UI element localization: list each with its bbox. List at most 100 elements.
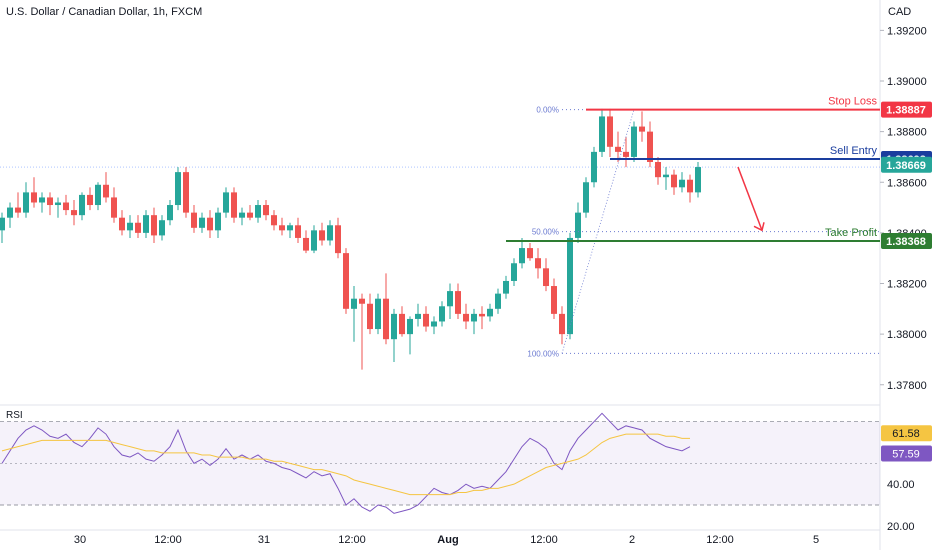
candle-body	[271, 215, 277, 226]
rsi-value-label: 57.59	[892, 449, 920, 461]
candle-body	[255, 205, 261, 218]
candle-body	[663, 174, 669, 178]
rsi-tick-label: 40.00	[887, 479, 915, 491]
candle-body	[319, 230, 325, 241]
candle-body	[607, 116, 613, 147]
candle-body	[383, 298, 389, 340]
candle-body	[47, 197, 53, 206]
candle-body	[167, 205, 173, 221]
candle-body	[351, 298, 357, 309]
candle-body	[567, 237, 573, 335]
candle-body	[511, 263, 517, 281]
candle-body	[71, 210, 77, 216]
projection-arrow-icon	[737, 166, 763, 231]
fib-trend-line	[561, 109, 635, 354]
rsi-line	[1, 412, 691, 514]
price-tick-label: 1.38800	[887, 127, 927, 139]
candle-body	[503, 280, 509, 294]
time-tick-label: Aug	[437, 534, 458, 546]
candle-body	[175, 172, 181, 206]
time-tick-label: 12:00	[530, 534, 558, 546]
candle-body	[103, 184, 109, 198]
candle-body	[527, 248, 533, 259]
candle-body	[55, 202, 61, 206]
price-tag-label: 1.38887	[886, 105, 926, 117]
rsi-value-label: 61.58	[892, 428, 920, 440]
candle-body	[31, 192, 37, 203]
rsi-panel	[0, 412, 880, 514]
candle-body	[127, 222, 133, 231]
candle-body	[447, 291, 453, 307]
candle-body	[623, 151, 629, 157]
candle-body	[79, 194, 85, 216]
time-tick-label: 2	[629, 534, 635, 546]
candle-body	[687, 179, 693, 193]
trade-level-name: Take Profit	[825, 227, 877, 239]
candle-body	[215, 212, 221, 231]
candle-body	[391, 313, 397, 340]
candle-body	[95, 184, 101, 206]
candle-body	[631, 126, 637, 157]
candle-body	[263, 205, 269, 216]
rsi-ma-line	[1, 433, 690, 496]
candle-body	[431, 321, 437, 327]
rsi-title: RSI	[6, 410, 23, 421]
time-tick-label: 12:00	[154, 534, 182, 546]
candle-body	[655, 162, 661, 178]
candle-body	[439, 306, 445, 322]
candle-body	[615, 146, 621, 152]
candle-body	[647, 131, 653, 162]
price-tick-label: 1.38200	[887, 279, 927, 291]
time-tick-label: 12:00	[338, 534, 366, 546]
candle-body	[39, 197, 45, 203]
candle-body	[119, 217, 125, 231]
trade-level-name: Stop Loss	[828, 96, 877, 108]
arrow-head-icon	[753, 222, 765, 232]
candle-body	[63, 202, 69, 211]
candle-body	[407, 318, 413, 335]
price-tag	[881, 101, 932, 118]
candle-body	[375, 298, 381, 330]
candle-body	[0, 217, 5, 231]
price-tag-label: 1.38368	[886, 236, 926, 248]
candle-body	[367, 303, 373, 330]
fib-level-label: 100.00%	[527, 349, 559, 358]
candle-body	[543, 268, 549, 287]
candle-body	[343, 253, 349, 309]
candle-body	[207, 217, 213, 231]
candle-body	[223, 192, 229, 213]
candle-body	[159, 220, 165, 236]
candle-body	[303, 237, 309, 251]
chart-title: U.S. Dollar / Canadian Dollar, 1h, FXCM	[6, 6, 203, 18]
candle-body	[327, 225, 333, 241]
candle-body	[335, 225, 341, 254]
candle-body	[231, 192, 237, 218]
fib-level-label: 50.00%	[532, 228, 559, 237]
candle-body	[671, 174, 677, 188]
chart-grid	[0, 0, 881, 550]
current-price-tag	[881, 156, 932, 173]
candle-body	[471, 313, 477, 322]
candle-body	[479, 313, 485, 317]
candle-body	[415, 313, 421, 319]
candle-body	[7, 207, 13, 218]
candle-body	[591, 151, 597, 183]
candle-body	[135, 222, 141, 233]
candle-body	[239, 212, 245, 218]
candle-body	[535, 258, 541, 269]
fib-level-label: 0.00%	[536, 106, 559, 115]
candle-body	[455, 291, 461, 314]
time-tick-label: 30	[74, 534, 86, 546]
candle-body	[359, 298, 365, 304]
candle-body	[23, 192, 29, 213]
time-tick-label: 12:00	[706, 534, 734, 546]
candle-body	[487, 308, 493, 317]
candle-body	[423, 313, 429, 327]
price-tick-label: 1.38000	[887, 329, 927, 341]
candle-body	[111, 197, 117, 218]
candle-body	[15, 207, 21, 213]
candle-body	[519, 248, 525, 264]
candle-body	[599, 116, 605, 152]
candle-body	[679, 179, 685, 188]
